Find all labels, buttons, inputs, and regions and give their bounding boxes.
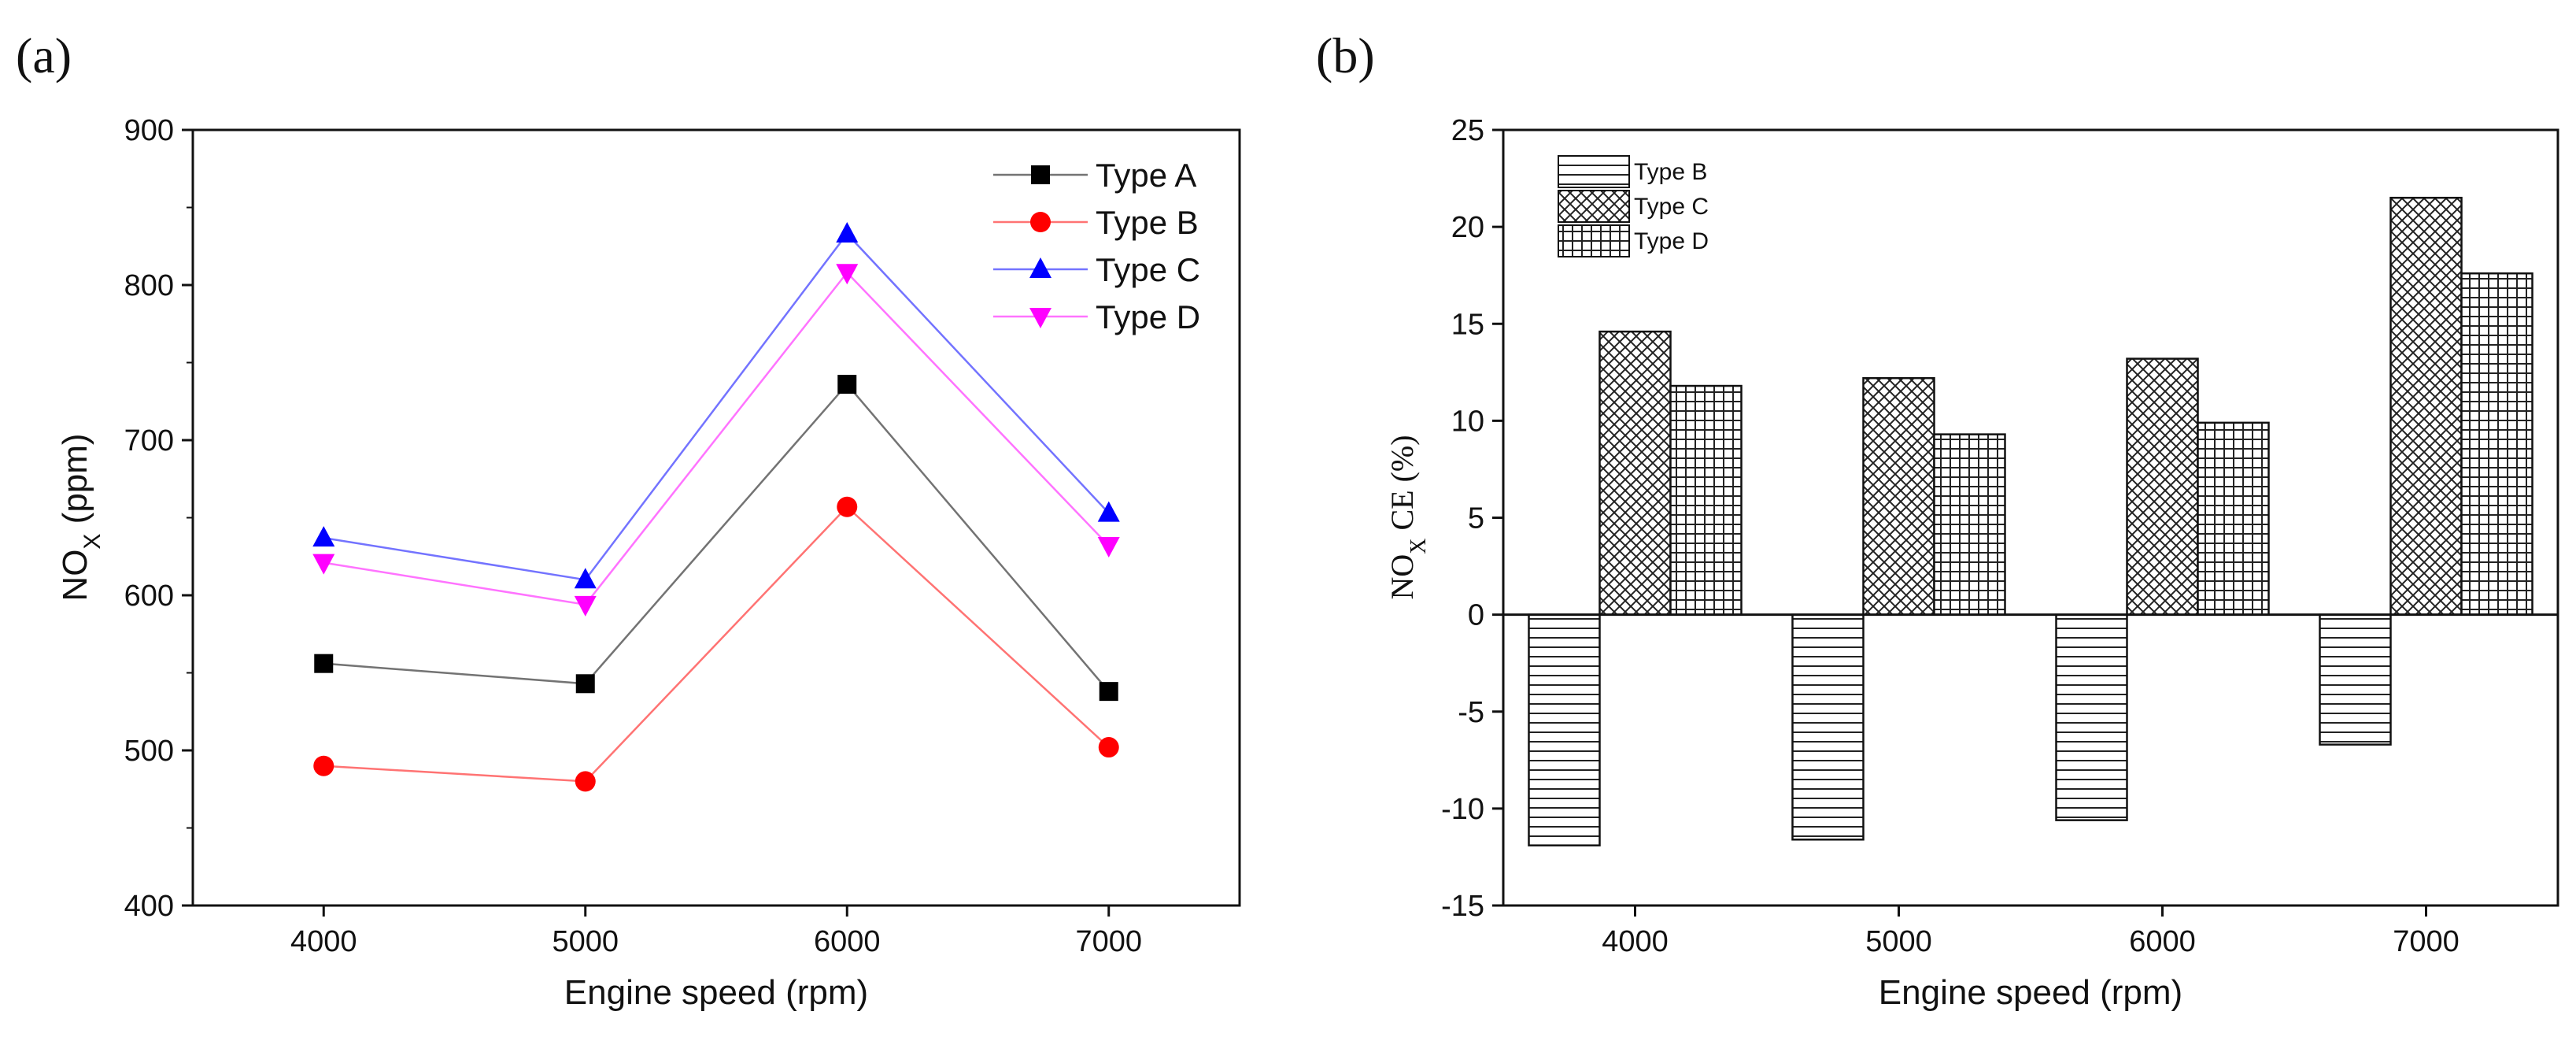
data-point-type-c	[574, 568, 597, 589]
panel-a-y-tick-label: 500	[124, 735, 174, 768]
data-point-type-b	[1098, 737, 1119, 758]
panel-a-x-tick-label: 5000	[552, 925, 619, 958]
panel-a-y-axis: 400 500 600 700 800 900	[124, 114, 193, 923]
bar-type-b-5000	[1791, 613, 1865, 841]
panel-b-legend: Type B Type C Type D	[1558, 155, 1709, 257]
data-point-type-b	[575, 771, 596, 792]
panel-b-y-axis-label: NOX CE (%)	[1384, 435, 1431, 599]
bar-type-d-4000	[1669, 384, 1743, 616]
bar-type-c-6000	[2126, 357, 2199, 616]
panel-b-bars	[1503, 196, 2558, 846]
panel-a-y-tick-label: 800	[124, 269, 174, 302]
panel-b-y-tick-label: -10	[1441, 793, 1484, 826]
legend-label-type-d: Type D	[1096, 298, 1200, 335]
bar-type-c-7000	[2389, 196, 2463, 616]
legend-marker-type-c	[1029, 257, 1051, 278]
series-line-type-d	[323, 271, 1110, 606]
series-line-type-a	[323, 383, 1110, 692]
data-point-type-b	[313, 755, 334, 776]
panel-b-y-tick-label: 20	[1451, 211, 1484, 244]
legend-label-type-d: Type D	[1634, 228, 1709, 254]
data-point-type-a	[837, 375, 857, 394]
data-point-type-d	[836, 264, 859, 285]
legend-swatch-type-c	[1558, 190, 1630, 223]
panel-a-y-tick-label: 400	[124, 890, 174, 923]
panel-b-y-tick-label: -15	[1441, 890, 1484, 923]
panel-a-x-tick-label: 4000	[290, 925, 357, 958]
panel-b-x-tick-label: 6000	[2129, 925, 2196, 958]
panel-b-y-tick-label: 15	[1451, 308, 1484, 341]
panel-b-y-label-unit: CE (%)	[1384, 435, 1420, 538]
legend-swatch-type-d	[1558, 224, 1630, 257]
panel-b-y-tick-label: 25	[1451, 114, 1484, 147]
panel-a-letter: (a)	[16, 28, 72, 83]
data-point-type-d	[574, 595, 597, 617]
data-point-type-d	[312, 554, 335, 575]
panel-a-series	[312, 221, 1120, 792]
legend-label-type-b: Type B	[1096, 204, 1199, 241]
legend-marker-type-a	[1031, 165, 1050, 184]
panel-b-x-tick-label: 4000	[1602, 925, 1669, 958]
series-line-type-b	[323, 505, 1110, 783]
panel-b-y-label-sub: X	[1406, 539, 1431, 554]
bar-type-d-7000	[2460, 272, 2533, 616]
legend-label-type-b: Type B	[1634, 159, 1707, 185]
bar-type-d-5000	[1933, 433, 2006, 616]
panel-b-x-axis-label: Engine speed (rpm)	[1879, 973, 2182, 1012]
panel-a-y-label-sub: X	[79, 534, 105, 550]
panel-b-x-tick-label: 7000	[2393, 925, 2460, 958]
bar-type-b-6000	[2055, 613, 2128, 821]
panel-a-x-tick-label: 7000	[1075, 925, 1142, 958]
panel-b-y-axis: -15 -10 -5 0 5 10 15 20 25	[1441, 114, 1503, 923]
panel-a-y-tick-label: 900	[124, 114, 174, 147]
panel-a-y-tick-label: 700	[124, 424, 174, 457]
legend-marker-type-b	[1030, 212, 1051, 232]
bar-type-b-7000	[2319, 613, 2392, 746]
legend-marker-type-d	[1029, 308, 1051, 328]
panel-b-y-tick-label: 0	[1468, 599, 1484, 632]
panel-a-y-label-main: NO	[56, 550, 94, 602]
panel-a-y-axis-label: NOX (ppm)	[56, 433, 105, 601]
bar-type-d-6000	[2197, 421, 2270, 616]
legend-label-type-a: Type A	[1096, 157, 1196, 194]
panel-b-y-tick-label: 10	[1451, 405, 1484, 438]
data-point-type-a	[314, 654, 334, 673]
panel-a-x-tick-label: 6000	[814, 925, 881, 958]
panel-b-y-tick-label: 5	[1468, 502, 1484, 535]
panel-b-letter: (b)	[1316, 28, 1375, 83]
panel-b-x-tick-label: 5000	[1865, 925, 1932, 958]
panel-a-y-label-unit: (ppm)	[56, 433, 94, 533]
panel-b-y-label-main: NO	[1384, 554, 1420, 600]
legend-swatch-type-b	[1558, 155, 1630, 188]
panel-a-x-axis: 4000 5000 6000 7000	[290, 906, 1142, 958]
data-point-type-c	[836, 221, 859, 243]
series-line-type-c	[323, 232, 1110, 581]
data-point-type-a	[1099, 682, 1118, 702]
data-point-type-a	[575, 674, 595, 694]
legend-label-type-c: Type C	[1096, 251, 1200, 288]
legend-label-type-c: Type C	[1634, 194, 1709, 220]
panel-a-legend: Type A Type B Type C Type D	[993, 157, 1200, 335]
panel-b-y-tick-label: -5	[1458, 696, 1484, 729]
bar-type-c-4000	[1598, 330, 1672, 616]
panel-b-x-axis: 4000 5000 6000 7000	[1602, 906, 2460, 958]
data-point-type-b	[837, 496, 858, 517]
data-point-type-c	[312, 526, 335, 547]
bar-type-b-4000	[1528, 613, 1601, 846]
data-point-type-c	[1097, 501, 1120, 522]
bar-type-c-5000	[1862, 376, 1935, 616]
panel-a-x-axis-label: Engine speed (rpm)	[564, 973, 868, 1012]
data-point-type-d	[1097, 536, 1120, 557]
panel-a-y-tick-label: 600	[124, 580, 174, 613]
